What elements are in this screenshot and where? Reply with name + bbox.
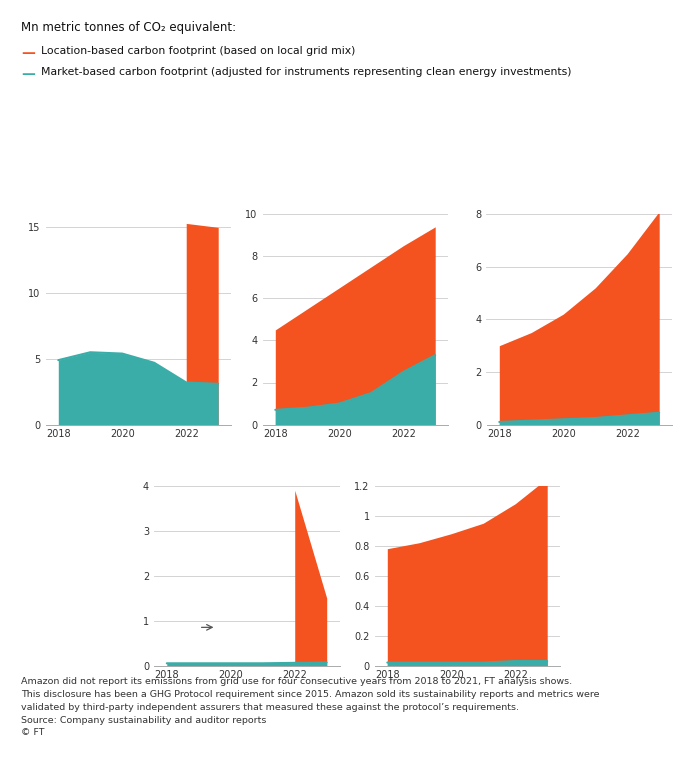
Text: Market-based carbon footprint (adjusted for instruments representing clean energ: Market-based carbon footprint (adjusted … <box>41 67 571 76</box>
Text: —: — <box>21 67 35 80</box>
Text: —: — <box>21 46 35 60</box>
Text: Location-based carbon footprint (based on local grid mix): Location-based carbon footprint (based o… <box>41 46 355 56</box>
Text: Mn metric tonnes of CO₂ equivalent:: Mn metric tonnes of CO₂ equivalent: <box>21 21 236 34</box>
Text: Amazon did not report its emissions from grid use for four consecutive years fro: Amazon did not report its emissions from… <box>21 677 599 737</box>
